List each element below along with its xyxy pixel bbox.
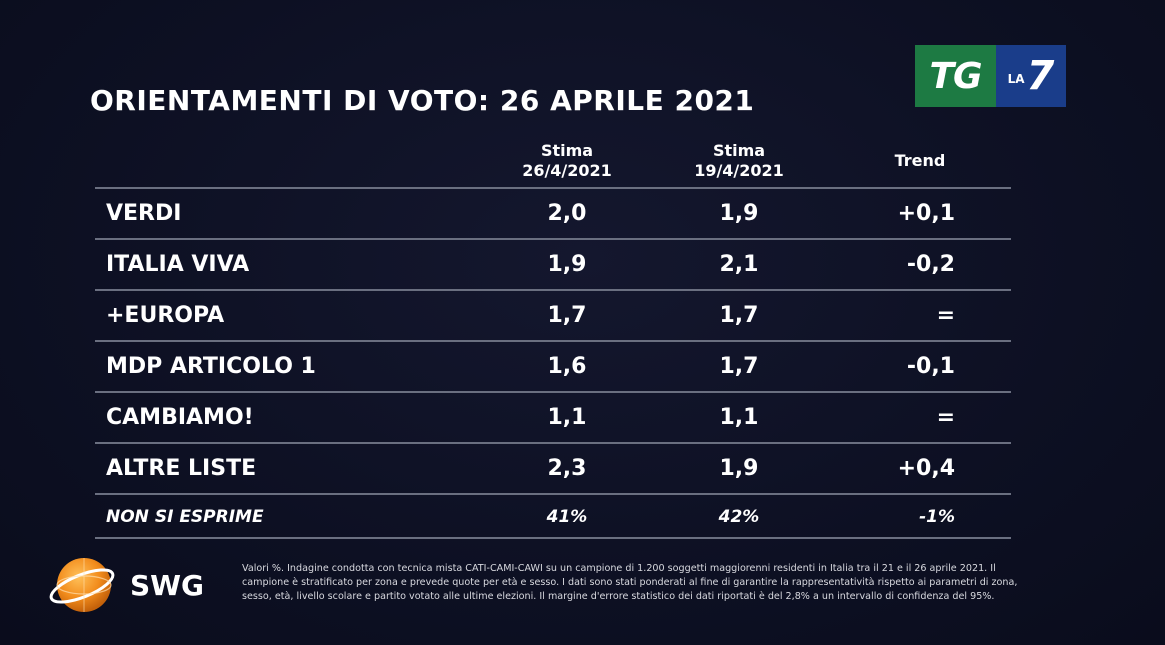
trend-value: +0,4 xyxy=(897,456,955,481)
swg-globe-icon xyxy=(48,553,118,617)
trend-value: = xyxy=(936,405,955,430)
column-header-stima-26-line1: Stima xyxy=(540,141,594,160)
estimate-26: 1,6 xyxy=(547,354,587,379)
tg-logo-block: TG xyxy=(915,45,996,107)
trend-value: +0,1 xyxy=(897,201,955,226)
estimate-19: 1,9 xyxy=(719,201,759,226)
estimate-19: 1,1 xyxy=(719,405,759,430)
estimate-26: 1,1 xyxy=(547,405,587,430)
column-header-stima-19-line1: Stima xyxy=(712,141,766,160)
party-name: CAMBIAMO! xyxy=(106,405,254,430)
estimate-19: 1,7 xyxy=(719,303,759,328)
trend-value: -0,2 xyxy=(906,252,955,277)
swg-wordmark: SWG xyxy=(130,568,205,602)
party-name: MDP ARTICOLO 1 xyxy=(106,354,316,379)
table-row: MDP ARTICOLO 1 1,6 1,7 -0,1 xyxy=(95,340,1011,391)
column-header-stima-19: Stima 19/4/2021 xyxy=(677,141,801,181)
column-header-stima-26-line2: 26/4/2021 xyxy=(522,161,612,180)
estimate-19: 1,9 xyxy=(719,456,759,481)
estimate-26: 2,3 xyxy=(547,456,587,481)
estimate-26: 1,7 xyxy=(547,303,587,328)
page-title: ORIENTAMENTI DI VOTO: 26 APRILE 2021 xyxy=(90,84,755,117)
table-row: +EUROPA 1,7 1,7 = xyxy=(95,289,1011,340)
party-name: NON SI ESPRIME xyxy=(106,507,264,527)
party-name: VERDI xyxy=(106,201,182,226)
la-label: LA xyxy=(1007,72,1025,86)
estimate-26: 1,9 xyxy=(547,252,587,277)
methodology-footnote: Valori %. Indagine condotta con tecnica … xyxy=(242,563,1018,602)
estimate-26: 2,0 xyxy=(547,201,587,226)
estimate-26: 41% xyxy=(546,507,588,527)
estimate-19: 42% xyxy=(718,507,760,527)
poll-table: VERDI 2,0 1,9 +0,1 ITALIA VIVA 1,9 2,1 -… xyxy=(95,187,1011,539)
seven-label: 7 xyxy=(1026,53,1055,99)
estimate-19: 1,7 xyxy=(719,354,759,379)
tg-la7-logo: TG LA 7 xyxy=(915,45,1066,107)
column-header-trend: Trend xyxy=(894,151,946,170)
table-row: CAMBIAMO! 1,1 1,1 = xyxy=(95,391,1011,442)
trend-value: -1% xyxy=(919,507,955,527)
trend-value: -0,1 xyxy=(906,354,955,379)
swg-logo: SWG xyxy=(48,553,204,617)
table-row: ALTRE LISTE 2,3 1,9 +0,4 xyxy=(95,442,1011,493)
table-row: ITALIA VIVA 1,9 2,1 -0,2 xyxy=(95,238,1011,289)
column-header-stima-26: Stima 26/4/2021 xyxy=(505,141,629,181)
la7-logo-block: LA 7 xyxy=(996,45,1066,107)
table-row-non-si-esprime: NON SI ESPRIME 41% 42% -1% xyxy=(95,493,1011,539)
party-name: ITALIA VIVA xyxy=(106,252,250,277)
party-name: ALTRE LISTE xyxy=(106,456,257,481)
party-name: +EUROPA xyxy=(106,303,225,328)
table-row: VERDI 2,0 1,9 +0,1 xyxy=(95,187,1011,238)
estimate-19: 2,1 xyxy=(719,252,759,277)
trend-value: = xyxy=(936,303,955,328)
column-header-stima-19-line2: 19/4/2021 xyxy=(694,161,784,180)
